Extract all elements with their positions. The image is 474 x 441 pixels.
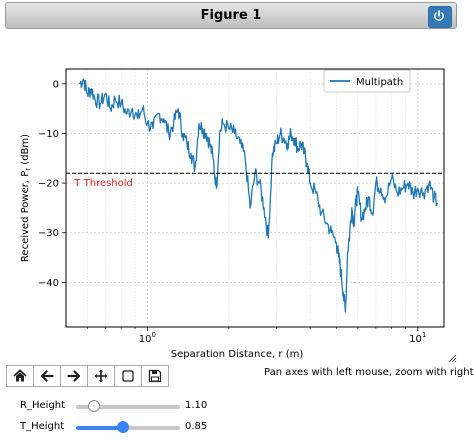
x-tick-label: 101 (409, 331, 426, 345)
legend-box (323, 69, 411, 93)
close-button[interactable] (428, 6, 452, 28)
x-tick-label: 100 (139, 331, 156, 345)
axes-frame (65, 68, 445, 328)
y-tick-label: −30 (38, 228, 59, 239)
y-tick-label: −40 (38, 278, 59, 289)
square-icon (122, 370, 134, 382)
save-button[interactable] (141, 365, 169, 387)
annotation-group: T Threshold (66, 172, 444, 189)
t-height-value: 0.85 (185, 421, 208, 432)
arrow-left-icon (40, 370, 54, 382)
tick-group: 100 101 0 −10 −20 −30 −40 (38, 79, 427, 345)
r-height-label: R_Height (20, 400, 66, 411)
grid-lines (66, 69, 444, 327)
r-height-value: 1.10 (185, 400, 208, 411)
legend: Multipath (323, 69, 411, 93)
series-line-multipath (78, 78, 438, 313)
legend-label-multipath: Multipath (356, 77, 403, 88)
resize-grip[interactable] (447, 353, 457, 363)
x-axis-label: Separation Distance, r (m) (171, 349, 304, 360)
power-icon (434, 10, 444, 21)
zoom-button[interactable] (114, 365, 142, 387)
home-icon (13, 369, 27, 382)
arrow-right-icon (67, 370, 81, 382)
move-icon (94, 369, 108, 383)
plot-canvas[interactable]: T Threshold 100 101 0 −10 −20 −30 −40 Multipat… (0, 29, 474, 365)
y-axis-label: Received Power, Pr (dBm) (20, 134, 32, 262)
y-tick-label: 0 (53, 79, 59, 90)
t-height-slider-handle[interactable] (116, 421, 129, 433)
series-group (78, 78, 438, 313)
r-height-slider[interactable] (76, 400, 180, 412)
t-height-slider[interactable] (76, 421, 180, 433)
figure-title: Figure 1 (200, 8, 262, 23)
figure-titlebar: Figure 1 (5, 2, 457, 29)
home-button[interactable] (6, 365, 34, 387)
pan-button[interactable] (87, 365, 115, 387)
threshold-label: T Threshold (73, 178, 133, 189)
back-button[interactable] (33, 365, 61, 387)
floppy-icon (148, 369, 162, 383)
r-height-slider-handle[interactable] (87, 400, 100, 412)
t-height-slider-fill (76, 426, 123, 430)
y-tick-label: −10 (38, 129, 59, 140)
forward-button[interactable] (60, 365, 88, 387)
status-message: Pan axes with left mouse, zoom with righ… (264, 367, 474, 378)
t-height-label: T_Height (20, 421, 65, 432)
navigation-toolbar (6, 365, 169, 389)
y-tick-label: −20 (38, 179, 59, 190)
